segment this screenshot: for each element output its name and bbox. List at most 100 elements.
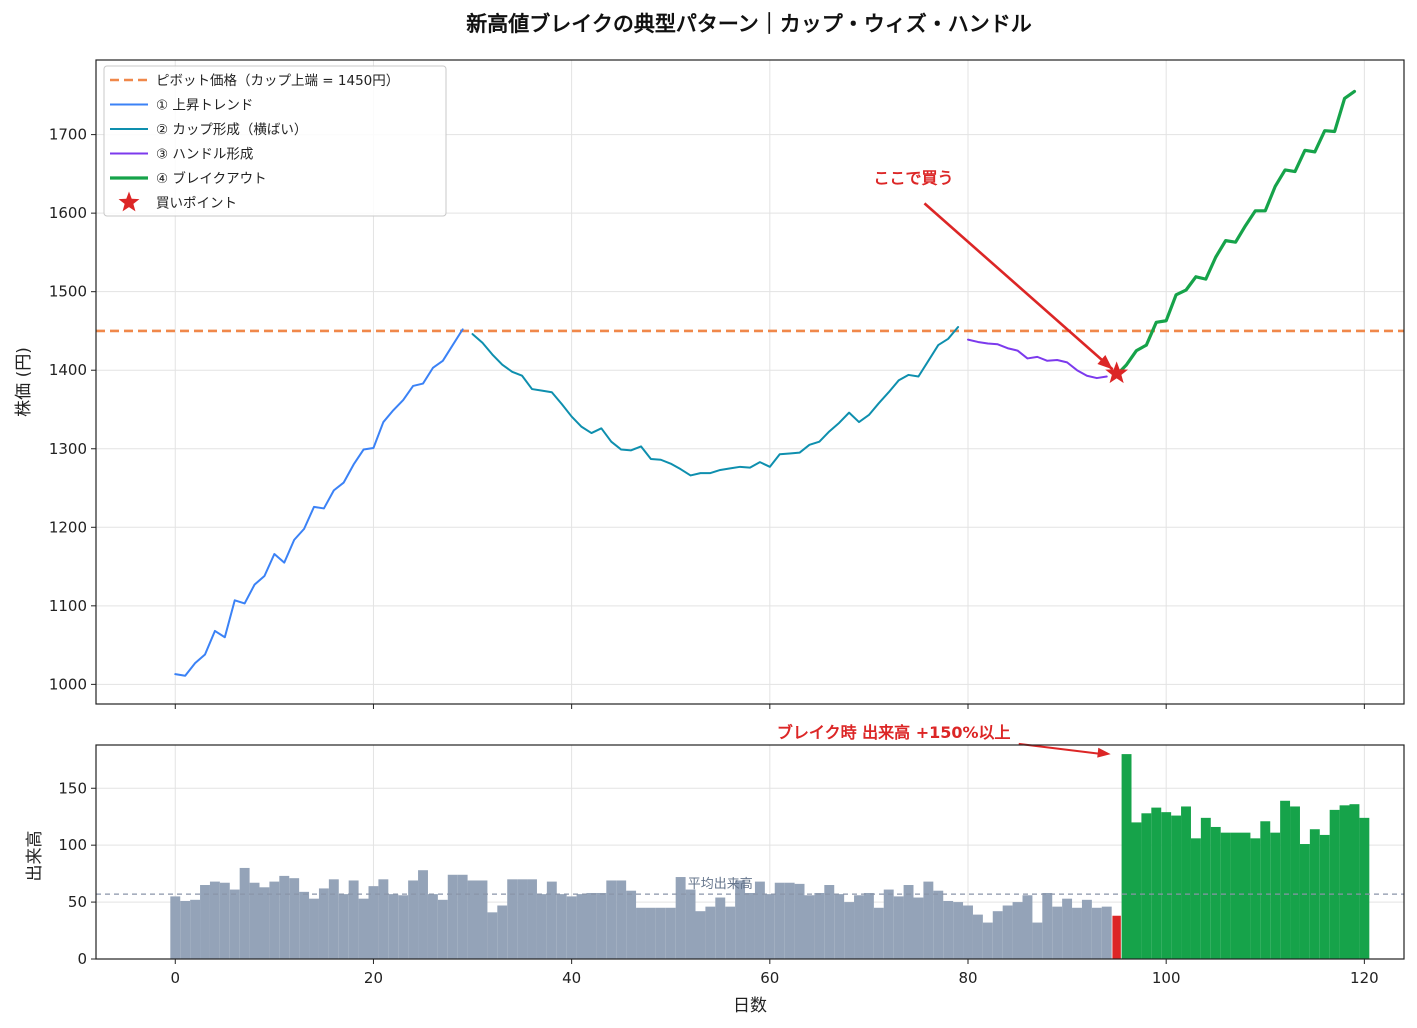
volume-bar xyxy=(239,867,250,959)
volume-bar xyxy=(477,880,488,959)
volume-bar xyxy=(279,875,290,959)
volume-bar xyxy=(259,887,270,959)
price-y-tick-label: 1000 xyxy=(49,675,87,693)
volume-bar-breakout xyxy=(1210,826,1221,959)
volume-bar xyxy=(804,895,815,959)
volume-bar xyxy=(963,905,973,959)
volume-bar-breakout xyxy=(1349,804,1360,959)
volume-bar xyxy=(645,907,656,959)
volume-bar xyxy=(229,889,240,959)
volume-bar xyxy=(1091,907,1102,959)
volume-frame xyxy=(95,744,1405,960)
volume-bar-breakout xyxy=(1260,821,1271,959)
volume-bar xyxy=(398,895,409,959)
x-tick-label: 80 xyxy=(958,969,977,987)
legend-label: ピボット価格（カップ上端 = 1450円） xyxy=(156,73,399,89)
volume-bar xyxy=(655,907,666,959)
volume-bar xyxy=(328,879,339,959)
volume-bar-breakout xyxy=(1339,805,1350,959)
volume-bar-spike xyxy=(1112,915,1121,959)
volume-bar xyxy=(923,881,934,959)
volume-bar xyxy=(388,894,399,959)
volume-bar xyxy=(784,882,795,959)
volume-bar xyxy=(1052,906,1063,959)
volume-bar xyxy=(170,896,181,959)
volume-bar xyxy=(1081,899,1092,959)
price-y-tick-label: 1300 xyxy=(49,440,87,458)
volume-bar xyxy=(576,894,587,959)
volume-bar-breakout xyxy=(1131,822,1142,959)
x-tick-label: 40 xyxy=(562,969,581,987)
avg-volume-label: 平均出来高 xyxy=(688,876,753,892)
volume-bar xyxy=(745,892,755,959)
volume-bar xyxy=(368,886,379,959)
x-tick-label: 120 xyxy=(1350,969,1379,987)
volume-bar-breakout xyxy=(1181,806,1191,959)
volume-bar xyxy=(447,874,458,959)
chart-title: 新高値ブレイクの典型パターン｜カップ・ウィズ・ハンドル xyxy=(466,12,1032,36)
buy-annotation-arrow xyxy=(923,202,1114,371)
legend-label: ④ ブレイクアウト xyxy=(156,170,267,187)
volume-bar xyxy=(536,894,547,959)
volume-bar xyxy=(527,879,537,959)
x-tick-label: 100 xyxy=(1152,969,1181,987)
volume-bar-breakout xyxy=(1121,754,1132,959)
volume-bar-breakout xyxy=(1319,834,1330,959)
volume-bar-breakout xyxy=(1230,832,1241,959)
volume-bar xyxy=(209,881,220,959)
volume-bar xyxy=(626,890,637,959)
volume-bar xyxy=(358,898,369,959)
volume-bar xyxy=(953,902,964,959)
volume-bar xyxy=(903,885,914,959)
volume-bar-breakout xyxy=(1141,813,1152,959)
legend-marker-star xyxy=(118,191,140,212)
volume-bar-breakout xyxy=(1250,838,1261,959)
legend-label: ① 上昇トレンド xyxy=(156,98,253,114)
legend-label: ③ ハンドル形成 xyxy=(156,147,253,163)
series-line-uptrend xyxy=(174,328,464,677)
volume-annotation-text: ブレイク時 出来高 +150%以上 xyxy=(777,723,1011,742)
volume-bar xyxy=(725,906,736,959)
volume-bar xyxy=(854,895,864,959)
volume-bar xyxy=(1002,905,1013,959)
legend-label: 買いポイント xyxy=(156,196,237,212)
volume-bar xyxy=(596,892,607,959)
legend-label: ② カップ形成（横ばい） xyxy=(156,122,307,138)
legend-frame xyxy=(103,65,447,217)
price-y-tick-label: 1100 xyxy=(49,597,87,615)
volume-bar xyxy=(556,894,567,959)
price-y-tick-label: 1400 xyxy=(49,361,87,379)
x-tick-label: 60 xyxy=(760,969,779,987)
volume-bar-breakout xyxy=(1190,838,1201,959)
price-frame xyxy=(95,59,1405,705)
buy-annotation-text: ここで買う xyxy=(873,168,953,187)
volume-y-tick-label: 0 xyxy=(77,950,87,968)
volume-bar xyxy=(943,900,954,959)
volume-bar xyxy=(933,890,944,959)
volume-bar xyxy=(437,899,448,959)
volume-bar xyxy=(982,922,993,959)
volume-bar xyxy=(893,896,904,959)
volume-bar xyxy=(269,881,280,959)
volume-bar-breakout xyxy=(1359,817,1370,959)
volume-bar xyxy=(427,894,438,959)
volume-bar xyxy=(972,914,983,959)
price-y-tick-label: 1200 xyxy=(49,518,87,536)
volume-bar xyxy=(309,898,319,959)
volume-bar-breakout xyxy=(1329,809,1340,959)
volume-y-axis-label: 出来高 xyxy=(25,831,45,882)
volume-bar xyxy=(873,907,884,959)
volume-bar xyxy=(1072,907,1082,959)
series-line-breakout xyxy=(1115,89,1357,377)
price-y-axis-label: 株価 (円) xyxy=(14,347,34,417)
volume-bar xyxy=(348,880,359,959)
volume-bar xyxy=(814,892,825,959)
volume-bar-breakout xyxy=(1280,800,1291,959)
volume-bar xyxy=(665,907,676,959)
x-tick-label: 20 xyxy=(364,969,383,987)
buy-annotation-arrowhead xyxy=(1097,354,1113,370)
volume-bar xyxy=(834,894,845,959)
volume-bar-breakout xyxy=(1151,807,1162,959)
volume-bar xyxy=(299,891,310,959)
volume-bar xyxy=(844,902,855,959)
